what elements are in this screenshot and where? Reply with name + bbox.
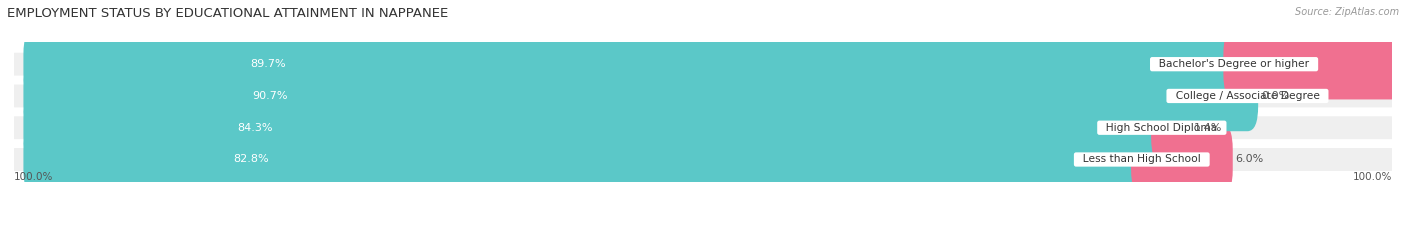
Text: 82.8%: 82.8%: [233, 154, 269, 164]
FancyBboxPatch shape: [14, 85, 1392, 107]
Text: Bachelor's Degree or higher: Bachelor's Degree or higher: [1152, 59, 1316, 69]
Text: 1.4%: 1.4%: [1194, 123, 1222, 133]
FancyBboxPatch shape: [14, 53, 1392, 76]
Text: 89.7%: 89.7%: [250, 59, 285, 69]
FancyBboxPatch shape: [14, 116, 1392, 139]
Text: 84.3%: 84.3%: [238, 123, 273, 133]
Text: College / Associate Degree: College / Associate Degree: [1168, 91, 1326, 101]
Text: Source: ZipAtlas.com: Source: ZipAtlas.com: [1295, 7, 1399, 17]
Text: Less than High School: Less than High School: [1076, 154, 1208, 164]
FancyBboxPatch shape: [1223, 29, 1406, 99]
Text: High School Diploma: High School Diploma: [1099, 123, 1225, 133]
Text: 0.0%: 0.0%: [1261, 91, 1289, 101]
Text: 100.0%: 100.0%: [1353, 172, 1392, 182]
FancyBboxPatch shape: [24, 124, 1153, 195]
FancyBboxPatch shape: [1130, 124, 1233, 195]
FancyBboxPatch shape: [24, 93, 1173, 163]
Text: 100.0%: 100.0%: [14, 172, 53, 182]
FancyBboxPatch shape: [24, 29, 1244, 99]
Text: EMPLOYMENT STATUS BY EDUCATIONAL ATTAINMENT IN NAPPANEE: EMPLOYMENT STATUS BY EDUCATIONAL ATTAINM…: [7, 7, 449, 20]
FancyBboxPatch shape: [1152, 93, 1191, 163]
Text: 6.0%: 6.0%: [1236, 154, 1264, 164]
Text: 90.7%: 90.7%: [253, 91, 288, 101]
FancyBboxPatch shape: [14, 148, 1392, 171]
FancyBboxPatch shape: [24, 61, 1258, 131]
